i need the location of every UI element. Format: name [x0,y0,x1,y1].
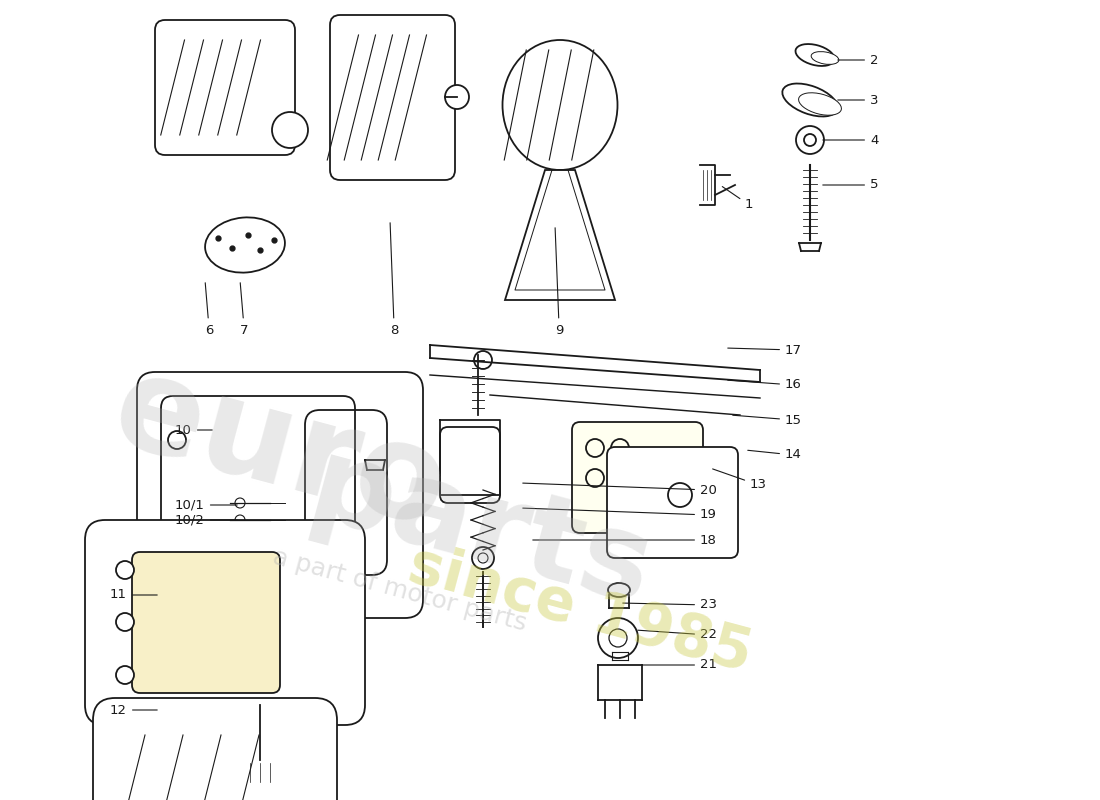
Circle shape [272,112,308,148]
Ellipse shape [782,83,838,117]
Circle shape [235,498,245,508]
Circle shape [168,541,186,559]
Circle shape [446,85,469,109]
FancyBboxPatch shape [138,372,424,618]
Text: 3: 3 [838,94,879,106]
Circle shape [116,613,134,631]
Text: 20: 20 [522,483,717,497]
Text: 2: 2 [838,54,879,66]
Circle shape [804,134,816,146]
Text: 23: 23 [623,598,717,611]
Circle shape [472,547,494,569]
Ellipse shape [811,52,839,64]
Text: since 1985: since 1985 [402,537,758,683]
Text: 18: 18 [532,534,717,546]
Text: 1: 1 [723,186,754,211]
Circle shape [668,483,692,507]
Text: 7: 7 [240,282,249,337]
Circle shape [168,431,186,449]
Text: 14: 14 [748,449,802,462]
Text: 4: 4 [823,134,879,146]
Circle shape [610,439,629,457]
FancyBboxPatch shape [440,427,500,503]
Circle shape [796,126,824,154]
FancyBboxPatch shape [132,552,280,693]
FancyBboxPatch shape [572,422,703,533]
Circle shape [610,469,629,487]
Circle shape [235,515,245,525]
Text: 22: 22 [638,629,717,642]
Text: 17: 17 [728,343,802,357]
Text: 10/1: 10/1 [175,498,238,511]
Polygon shape [505,170,615,300]
Circle shape [478,553,488,563]
Circle shape [586,439,604,457]
Text: 15: 15 [733,414,802,426]
Circle shape [586,469,604,487]
Ellipse shape [799,93,842,115]
Text: 12: 12 [110,703,157,717]
FancyBboxPatch shape [607,447,738,558]
Text: 6: 6 [205,282,213,337]
Text: euro: euro [100,345,460,555]
Text: 5: 5 [823,178,879,191]
Text: 19: 19 [522,508,717,522]
Text: 16: 16 [728,378,802,391]
Text: 11: 11 [110,589,157,602]
Text: parts: parts [297,430,663,630]
Ellipse shape [608,583,630,597]
Circle shape [598,618,638,658]
Text: 13: 13 [713,469,767,491]
Text: 8: 8 [390,222,398,337]
Text: 10: 10 [175,423,212,437]
FancyBboxPatch shape [85,520,365,725]
Ellipse shape [503,40,617,170]
FancyBboxPatch shape [94,698,337,800]
Text: 9: 9 [556,228,563,337]
Ellipse shape [795,44,835,66]
Circle shape [116,561,134,579]
Circle shape [609,629,627,647]
Circle shape [474,351,492,369]
Circle shape [116,666,134,684]
Ellipse shape [205,218,285,273]
Text: 21: 21 [642,658,717,671]
Text: a part of motor parts: a part of motor parts [271,545,529,635]
Text: 10/2: 10/2 [175,514,238,526]
